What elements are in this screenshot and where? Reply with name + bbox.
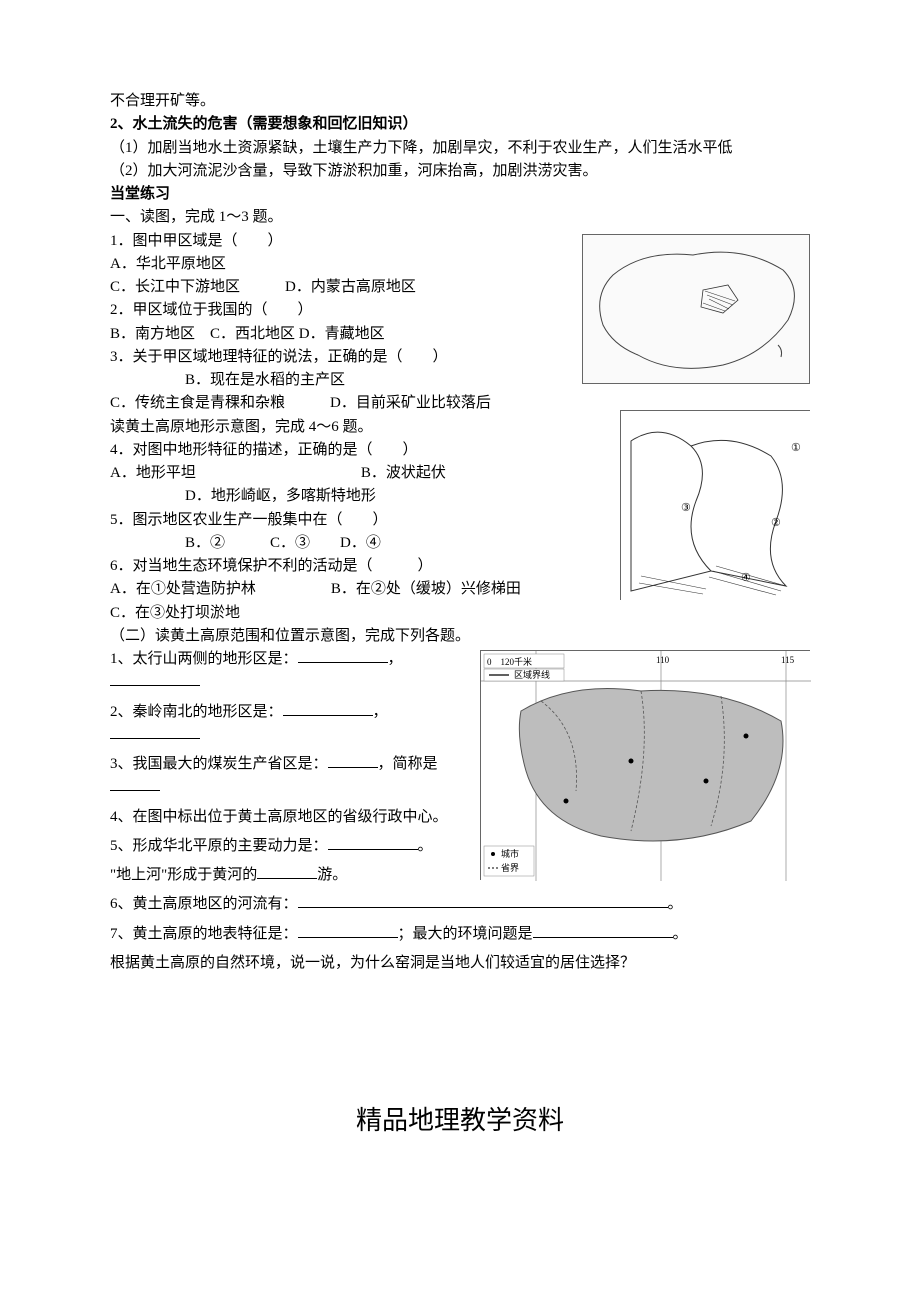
- scale-text: 0 120千米: [487, 656, 532, 667]
- figure-terrain-sketch: ① ② ③ ④: [620, 410, 810, 600]
- fill-question: 根据黄土高原的自然环境，说一说，为什么窑洞是当地人们较适宜的居住选择？: [110, 952, 810, 975]
- blank: [328, 835, 418, 850]
- period: 。: [673, 926, 688, 942]
- subheading: 2、水土流失的危害（需要想象和回忆旧知识）: [110, 113, 810, 136]
- svg-text:110: 110: [656, 655, 670, 665]
- text-line: （1）加剧当地水土资源紧缺，土壤生产力下降，加剧旱灾，不利于农业生产，人们生活水…: [110, 137, 810, 160]
- text-line: 一、读图，完成 1～3 题。: [110, 206, 810, 229]
- q-text: "地上河"形成于黄河的: [110, 867, 257, 883]
- svg-text:①: ①: [791, 442, 801, 454]
- q-text: ；最大的环境问题是: [398, 926, 533, 942]
- comma: ，: [373, 704, 388, 720]
- period: 。: [668, 896, 683, 912]
- q-text: 2、秦岭南北的地形区是：: [110, 704, 283, 720]
- figure-china-map: [582, 234, 810, 384]
- q-text: 7、黄土高原的地表特征是：: [110, 926, 298, 942]
- q-text: 游。: [317, 867, 347, 883]
- blank: [257, 864, 317, 879]
- svg-text:④: ④: [741, 572, 751, 584]
- blank: [298, 648, 388, 663]
- text-line: （二）读黄土高原范围和位置示意图，完成下列各题。: [110, 625, 810, 648]
- q-text: 3、我国最大的煤炭生产省区是：: [110, 756, 328, 772]
- q-text: 5、形成华北平原的主要动力是：: [110, 838, 328, 854]
- svg-text:115: 115: [781, 655, 795, 665]
- blank: [283, 701, 373, 716]
- svg-text:②: ②: [771, 517, 781, 529]
- q-text: 6、黄土高原地区的河流有：: [110, 896, 298, 912]
- figure-loess-extent-map: 105 110 115 0 120千米 区域界线 城市 省界: [480, 650, 810, 880]
- blank: [110, 724, 200, 739]
- footer-title: 精品地理教学资料: [110, 1101, 810, 1141]
- svg-text:③: ③: [681, 502, 691, 514]
- period: 。: [418, 838, 433, 854]
- section-heading: 当堂练习: [110, 183, 810, 206]
- blank: [298, 923, 398, 938]
- q-text: 1、太行山两侧的地形区是：: [110, 651, 298, 667]
- blank: [110, 671, 200, 686]
- blank: [298, 893, 668, 908]
- text-line: （2）加大河流泥沙含量，导致下游淤积加重，河床抬高，加剧洪涝灾害。: [110, 160, 810, 183]
- text-line: 不合理开矿等。: [110, 90, 810, 113]
- svg-text:省界: 省界: [501, 862, 519, 873]
- q-text: ，简称是: [378, 756, 438, 772]
- blank: [533, 923, 673, 938]
- option: C．在③处打坝淤地: [110, 602, 810, 625]
- svg-text:区域界线: 区域界线: [514, 669, 550, 680]
- comma: ，: [388, 651, 403, 667]
- fill-question: 7、黄土高原的地表特征是： ；最大的环境问题是 。: [110, 923, 810, 946]
- blank: [110, 776, 160, 791]
- blank: [328, 753, 378, 768]
- fill-question: 6、黄土高原地区的河流有： 。: [110, 893, 810, 916]
- svg-text:城市: 城市: [501, 848, 519, 859]
